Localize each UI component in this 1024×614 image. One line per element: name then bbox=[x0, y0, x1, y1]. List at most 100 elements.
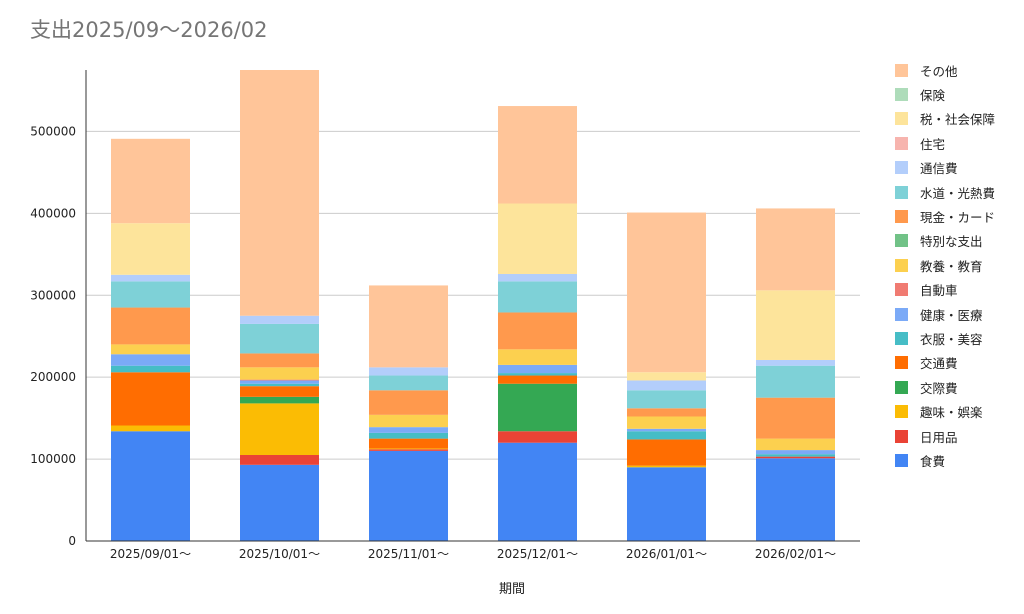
bar-segment[interactable] bbox=[369, 448, 448, 450]
bar-segment[interactable] bbox=[627, 408, 706, 417]
bar-segment[interactable] bbox=[756, 208, 835, 291]
legend-label: 交際費 bbox=[920, 380, 958, 396]
bar-segment[interactable] bbox=[111, 344, 190, 355]
bar-segment[interactable] bbox=[498, 312, 577, 350]
bar-segment[interactable] bbox=[111, 354, 190, 366]
bar-stack[interactable] bbox=[369, 285, 448, 541]
bar-segment[interactable] bbox=[369, 375, 448, 391]
legend-item[interactable]: 自動車 bbox=[895, 278, 995, 302]
bar-segment[interactable] bbox=[240, 379, 319, 381]
bar-segment[interactable] bbox=[369, 285, 448, 368]
legend-item[interactable]: 食費 bbox=[895, 448, 995, 472]
legend-item[interactable]: 通信費 bbox=[895, 156, 995, 180]
bar-segment[interactable] bbox=[627, 431, 706, 440]
bar-stack[interactable] bbox=[498, 106, 577, 541]
bar-segment[interactable] bbox=[111, 281, 190, 308]
bar-segment[interactable] bbox=[240, 367, 319, 380]
legend-swatch bbox=[895, 210, 908, 224]
bar-segment[interactable] bbox=[498, 203, 577, 274]
bar-segment[interactable] bbox=[240, 454, 319, 465]
bar-segment[interactable] bbox=[627, 439, 706, 466]
bar-segment[interactable] bbox=[111, 372, 190, 426]
bar-segment[interactable] bbox=[756, 290, 835, 360]
bar-segment[interactable] bbox=[756, 359, 835, 366]
bar-segment[interactable] bbox=[240, 353, 319, 368]
bar-segment[interactable] bbox=[756, 365, 835, 398]
bar-segment[interactable] bbox=[498, 431, 577, 443]
bar-segment[interactable] bbox=[756, 454, 835, 457]
bar-segment[interactable] bbox=[498, 442, 577, 541]
bar-stack[interactable] bbox=[111, 138, 190, 541]
bar-segment[interactable] bbox=[627, 380, 706, 391]
bar-segment[interactable] bbox=[111, 138, 190, 224]
bar-segment[interactable] bbox=[369, 367, 448, 376]
bar-segment[interactable] bbox=[369, 427, 448, 433]
bar-segment[interactable] bbox=[111, 431, 190, 541]
bar-segment[interactable] bbox=[111, 365, 190, 373]
bar-segment[interactable] bbox=[369, 414, 448, 428]
bar-stack[interactable] bbox=[756, 208, 835, 541]
bar-segment[interactable] bbox=[498, 106, 577, 204]
legend-label: 健康・医療 bbox=[920, 307, 983, 323]
legend-label: 通信費 bbox=[920, 161, 958, 177]
legend-item[interactable]: 交際費 bbox=[895, 375, 995, 399]
bar-segment[interactable] bbox=[627, 467, 706, 541]
bar-segment[interactable] bbox=[498, 281, 577, 313]
legend-item[interactable]: 教養・教育 bbox=[895, 253, 995, 277]
bar-segment[interactable] bbox=[756, 458, 835, 541]
legend-item[interactable]: 水道・光熱費 bbox=[895, 180, 995, 204]
bar-segment[interactable] bbox=[111, 425, 190, 432]
bar-segment[interactable] bbox=[111, 223, 190, 275]
legend-label: 日用品 bbox=[920, 429, 958, 445]
bar-segment[interactable] bbox=[627, 416, 706, 429]
legend-item[interactable]: 住宅 bbox=[895, 131, 995, 155]
bar-segment[interactable] bbox=[240, 383, 319, 387]
legend-item[interactable]: 日用品 bbox=[895, 424, 995, 448]
bar-segment[interactable] bbox=[369, 438, 448, 449]
bar-segment[interactable] bbox=[240, 323, 319, 354]
bar-segment[interactable] bbox=[240, 386, 319, 397]
bar-segment[interactable] bbox=[498, 383, 577, 432]
bar-segment[interactable] bbox=[627, 465, 706, 468]
bar-segment[interactable] bbox=[627, 212, 706, 373]
bar-segment[interactable] bbox=[240, 464, 319, 541]
bar-segment[interactable] bbox=[240, 403, 319, 455]
bar-segment[interactable] bbox=[756, 456, 835, 459]
bar-segment[interactable] bbox=[627, 390, 706, 409]
legend-item[interactable]: 保険 bbox=[895, 82, 995, 106]
bar-segment[interactable] bbox=[369, 432, 448, 439]
legend-swatch bbox=[895, 234, 908, 248]
bar-segment[interactable] bbox=[111, 274, 190, 282]
bar-segment[interactable] bbox=[240, 315, 319, 324]
bar-segment[interactable] bbox=[240, 70, 319, 316]
legend-item[interactable]: 税・社会保障 bbox=[895, 107, 995, 131]
bar-segment[interactable] bbox=[498, 375, 577, 384]
bar-segment[interactable] bbox=[627, 428, 706, 432]
legend-item[interactable]: 健康・医療 bbox=[895, 302, 995, 326]
legend-item[interactable]: 趣味・娯楽 bbox=[895, 399, 995, 423]
bar-segment[interactable] bbox=[369, 449, 448, 451]
bar-segment[interactable] bbox=[369, 450, 448, 541]
bar-segment[interactable] bbox=[498, 364, 577, 374]
legend-item[interactable]: その他 bbox=[895, 58, 995, 82]
bar-segment[interactable] bbox=[240, 380, 319, 384]
bar-segment[interactable] bbox=[756, 450, 835, 455]
bar-segment[interactable] bbox=[498, 373, 577, 376]
bar-segment[interactable] bbox=[498, 273, 577, 282]
legend-item[interactable]: 衣服・美容 bbox=[895, 326, 995, 350]
legend-item[interactable]: 現金・カード bbox=[895, 204, 995, 228]
bar-segment[interactable] bbox=[756, 438, 835, 451]
bar-segment[interactable] bbox=[498, 349, 577, 365]
legend-swatch bbox=[895, 136, 908, 150]
bar-segment[interactable] bbox=[627, 372, 706, 381]
legend: その他 保険 税・社会保障 住宅通信費水道・光熱費 現金・カード 特別な支出 教養・教育 自動… bbox=[895, 58, 995, 473]
bar-segment[interactable] bbox=[111, 307, 190, 345]
bar-stack[interactable] bbox=[240, 70, 319, 541]
bar-segment[interactable] bbox=[756, 397, 835, 439]
bar-segment[interactable] bbox=[369, 390, 448, 415]
legend-item[interactable]: 特別な支出 bbox=[895, 229, 995, 253]
bar-segment[interactable] bbox=[240, 396, 319, 404]
bar-stack[interactable] bbox=[627, 212, 706, 541]
legend-item[interactable]: 交通費 bbox=[895, 351, 995, 375]
y-tick-label: 200000 bbox=[30, 370, 76, 384]
